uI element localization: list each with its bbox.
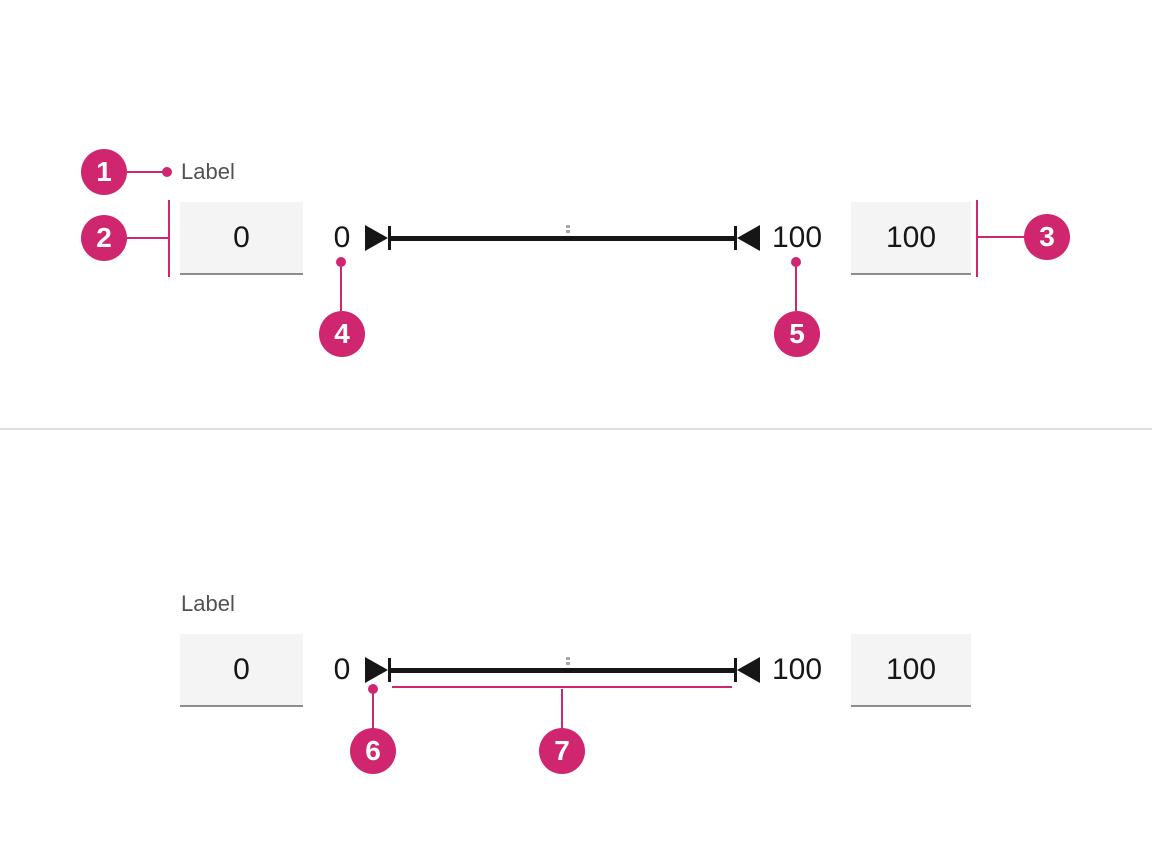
track-midpoint-tick bbox=[566, 657, 570, 667]
callout-line-2 bbox=[127, 237, 168, 239]
min-number-input[interactable]: 0 bbox=[180, 634, 303, 707]
track-start-cap bbox=[388, 658, 391, 682]
callout-badge-1: 1 bbox=[81, 149, 127, 195]
callout-badge-4: 4 bbox=[319, 311, 365, 357]
callout-line-4 bbox=[340, 263, 342, 311]
min-number-input[interactable]: 0 bbox=[180, 202, 303, 275]
callout-badge-3: 3 bbox=[1024, 214, 1070, 260]
min-input-value: 0 bbox=[233, 652, 250, 686]
max-number-input[interactable]: 100 bbox=[851, 202, 971, 275]
callout-badge-6: 6 bbox=[350, 728, 396, 774]
max-range-label: 100 bbox=[771, 221, 823, 254]
callout-dot-1 bbox=[162, 167, 172, 177]
slider-label: Label bbox=[181, 159, 235, 184]
slider-lower-handle-icon[interactable] bbox=[365, 225, 388, 251]
slider-track[interactable] bbox=[390, 236, 736, 241]
section-divider bbox=[0, 428, 1152, 430]
callout-bracket-2 bbox=[168, 200, 170, 277]
max-input-value: 100 bbox=[885, 220, 937, 254]
track-end-cap bbox=[734, 658, 737, 682]
callout-line-7 bbox=[561, 689, 563, 730]
min-input-value: 0 bbox=[233, 220, 250, 254]
max-range-label: 100 bbox=[771, 653, 823, 686]
slider-track[interactable] bbox=[390, 668, 736, 673]
track-end-cap bbox=[734, 226, 737, 250]
callout-line-5 bbox=[795, 263, 797, 311]
callout-line-1 bbox=[127, 171, 164, 173]
max-number-input[interactable]: 100 bbox=[851, 634, 971, 707]
callout-dot-5 bbox=[791, 257, 801, 267]
track-midpoint-tick bbox=[566, 225, 570, 235]
callout-dot-4 bbox=[336, 257, 346, 267]
slider-label: Label bbox=[181, 591, 235, 616]
max-input-value: 100 bbox=[885, 652, 937, 686]
callout-line-3 bbox=[978, 236, 1024, 238]
callout-underline-7 bbox=[392, 686, 732, 688]
slider-upper-handle-icon[interactable] bbox=[737, 657, 760, 683]
callout-dot-6 bbox=[368, 684, 378, 694]
slider-upper-handle-icon[interactable] bbox=[737, 225, 760, 251]
track-start-cap bbox=[388, 226, 391, 250]
min-range-label: 0 bbox=[333, 653, 351, 686]
callout-badge-5: 5 bbox=[774, 311, 820, 357]
slider-lower-handle-icon[interactable] bbox=[365, 657, 388, 683]
callout-line-6 bbox=[372, 690, 374, 730]
callout-badge-2: 2 bbox=[81, 215, 127, 261]
callout-bracket-3 bbox=[976, 200, 978, 277]
min-range-label: 0 bbox=[333, 221, 351, 254]
callout-badge-7: 7 bbox=[539, 728, 585, 774]
